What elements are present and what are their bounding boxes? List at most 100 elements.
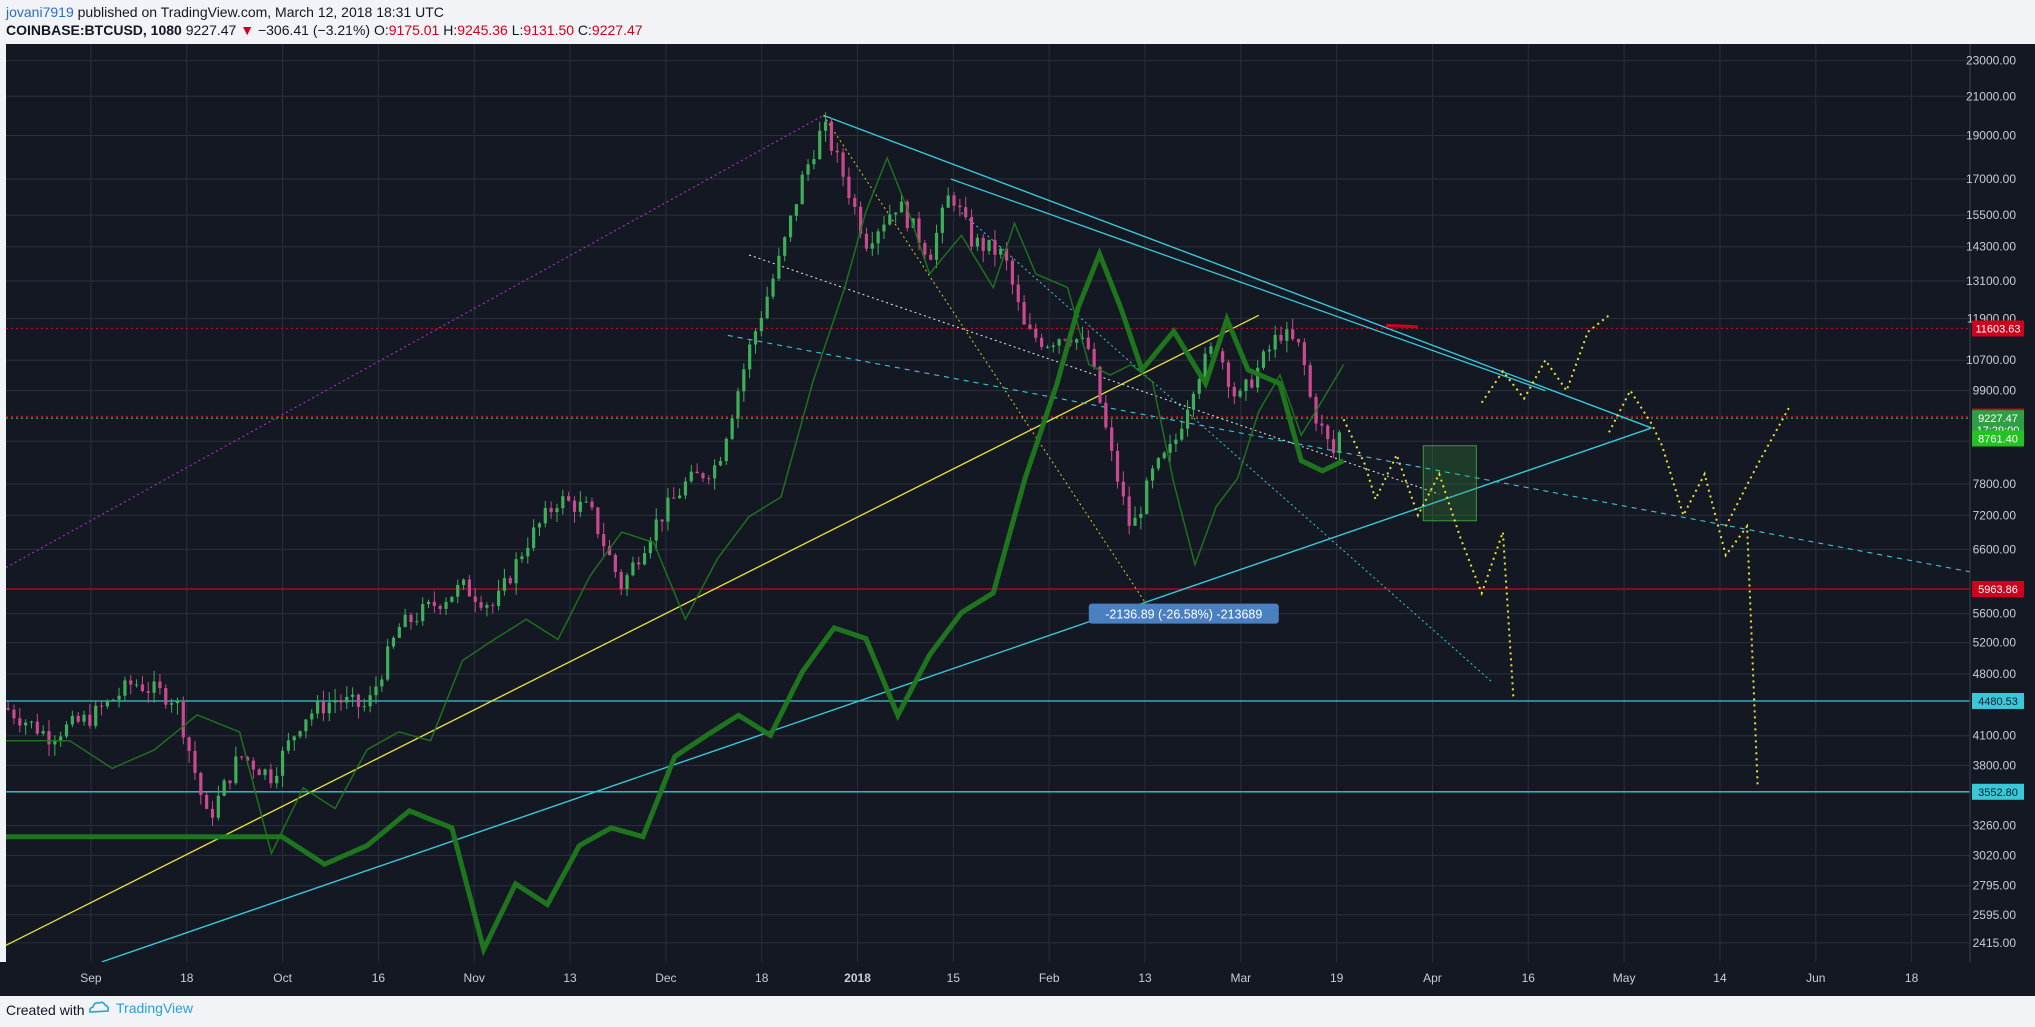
candle-body [426,601,431,605]
x-tick-label: Oct [273,971,292,985]
candle-body [199,772,203,795]
candle-body [549,508,553,513]
x-tick-label: 2018 [844,971,871,985]
candle-body [1150,468,1155,481]
candle-body [240,756,244,758]
candle-body [619,572,623,590]
candle-body [1010,260,1015,285]
x-tick-label: Dec [655,971,676,985]
candle-body [175,700,180,704]
candle-body [310,713,314,720]
price-badge [1972,430,2024,447]
footer: Created with TradingView [0,996,2035,1024]
candle-body [450,596,454,602]
projection-path [1342,418,1515,700]
candle-body [292,736,296,741]
candle-body [993,239,997,255]
y-axis: 23000.00 21000.00 19000.00 17000.00 15500.00… [1966,44,2035,962]
candle-body [461,579,466,585]
published-text: published on TradingView.com, March 12, … [77,4,444,20]
candle-body [164,688,168,705]
candle-body [672,497,676,499]
candle-body [47,731,51,745]
candle-body [1250,379,1254,388]
price-badges: 11603.639266.719227.4717:29:008761.40596… [1972,320,2024,800]
candle-body [380,679,384,687]
y-tick-label: 5200.00 [1973,636,2017,650]
candle-body [987,239,991,251]
candle-body [1191,393,1196,410]
candle-body [245,756,250,761]
magenta-trendline [5,114,824,568]
candle-body [660,519,664,522]
candle-body [6,708,10,710]
candle-body [532,527,536,548]
candle-body [1238,391,1242,397]
candle-body [677,495,682,499]
x-tick-label: 18 [180,971,194,985]
x-tick-label: Apr [1423,971,1442,985]
candle-body [596,507,600,535]
y-tick-label: 15500.00 [1966,208,2016,222]
candle-body [234,756,238,784]
candle-body [351,694,355,697]
candle-body [514,559,518,584]
candle-body [946,195,950,208]
x-tick-label: 16 [1522,971,1536,985]
candle-body [1057,339,1061,346]
x-axis: Sep 18 Oct 16 Nov 13 Dec 18 2018 15 Feb 13 Mar 19 Apr 1… [0,962,2035,996]
candle-body [899,201,904,213]
candle-body [403,614,407,628]
candle-body [1279,334,1283,341]
candle-body [923,242,927,255]
candle-body [794,204,798,216]
candle-body [1121,481,1125,497]
candle-body [64,724,69,737]
candle-body [59,736,63,741]
candle-body [1092,348,1096,367]
price-badge [1972,320,2024,337]
x-tick-label: 13 [563,971,577,985]
candle-body [718,461,723,466]
candle-body [1308,365,1312,397]
candle-body [99,705,104,707]
candle-body [1203,353,1207,380]
horizontal-levels [6,327,1970,793]
candle-body [929,254,933,260]
last-price: 9227.47 [185,22,237,38]
x-tick-label: Mar [1230,971,1251,985]
y-tick-label: 2595.00 [1973,908,2017,922]
candle-body [269,769,273,784]
candle-body [841,152,845,177]
candle-body [695,471,699,474]
y-tick-label: 3800.00 [1973,758,2017,772]
candle-body [613,555,617,573]
candle-body [76,715,80,722]
price-chart[interactable]: 23000.00 21000.00 19000.00 17000.00 15500.00… [0,44,2035,996]
y-tick-label: 19000.00 [1966,128,2016,142]
candle-body [800,174,804,205]
candle-body [654,519,658,541]
candle-body [1075,339,1079,343]
author-link[interactable]: jovani7919 [6,4,74,20]
tradingview-brand[interactable]: TradingView [88,1000,193,1016]
candle-body [473,596,477,603]
candle-body [952,195,956,206]
candle-body [888,214,892,225]
cloud-icon [89,1001,109,1013]
candle-body [1162,452,1166,459]
candle-body [1331,439,1336,454]
candle-body [88,714,92,726]
candle-body [1232,386,1236,397]
y-tick-label: 14300.00 [1966,240,2016,254]
x-tick-label: 18 [755,971,769,985]
candle-body [1004,248,1009,261]
candle-body [362,706,366,708]
candle-body [228,780,232,784]
candle-body [205,794,209,809]
candle-body [222,780,226,796]
candle-body [1267,349,1271,352]
candle-body [1296,338,1301,343]
candle-body [152,681,156,693]
price-badge-label: 11603.63 [1975,323,2020,335]
